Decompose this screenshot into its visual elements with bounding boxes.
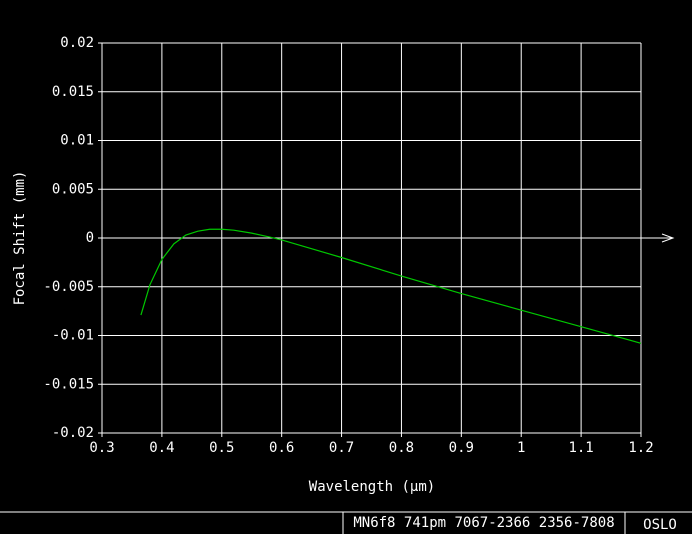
y-tick-label: 0.005 bbox=[52, 181, 94, 197]
x-axis-label: Wavelength (μm) bbox=[309, 479, 435, 495]
x-tick-label: 0.9 bbox=[449, 440, 474, 456]
footer-program: OSLO bbox=[643, 517, 677, 533]
x-tick-label: 1.1 bbox=[568, 440, 593, 456]
y-tick-label: -0.01 bbox=[52, 328, 94, 344]
x-tick-label: 0.8 bbox=[389, 440, 414, 456]
y-tick-label: 0.015 bbox=[52, 84, 94, 100]
x-tick-label: 0.3 bbox=[89, 440, 114, 456]
footer-id: MN6f8 741pm 7067-2366 2356-7808 bbox=[353, 515, 614, 531]
x-tick-label: 0.6 bbox=[269, 440, 294, 456]
y-tick-label: -0.005 bbox=[43, 279, 94, 295]
x-tick-label: 1 bbox=[517, 440, 525, 456]
y-tick-label: -0.015 bbox=[43, 376, 94, 392]
y-tick-label: 0 bbox=[86, 230, 94, 246]
y-tick-label: 0.01 bbox=[60, 133, 94, 149]
data-line bbox=[140, 228, 642, 344]
y-tick-label: 0.02 bbox=[60, 35, 94, 51]
x-tick-label: 0.5 bbox=[209, 440, 234, 456]
x-tick-label: 0.4 bbox=[149, 440, 174, 456]
x-tick-label: 0.7 bbox=[329, 440, 354, 456]
y-axis-label: Focal Shift (mm) bbox=[12, 171, 28, 306]
axis-arrow bbox=[661, 233, 675, 243]
x-tick-label: 1.2 bbox=[628, 440, 653, 456]
y-tick-label: -0.02 bbox=[52, 425, 94, 441]
